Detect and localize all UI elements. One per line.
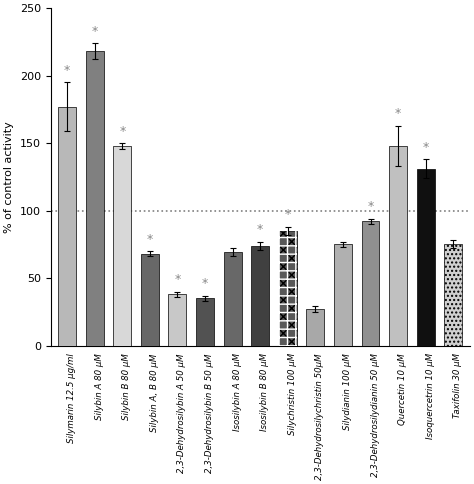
Text: *: * [367, 200, 374, 213]
Bar [362, 221, 380, 346]
Text: *: * [147, 233, 153, 246]
Bar [113, 146, 131, 346]
Text: *: * [202, 277, 208, 290]
Bar [86, 51, 104, 346]
Bar [224, 253, 242, 346]
Bar [444, 244, 462, 346]
Text: *: * [91, 25, 98, 38]
Bar [279, 231, 297, 346]
Bar [168, 294, 186, 346]
Bar [334, 244, 352, 346]
Text: *: * [285, 209, 291, 221]
Y-axis label: % of control activity: % of control activity [4, 121, 14, 233]
Text: *: * [395, 107, 401, 120]
Bar [141, 254, 159, 346]
Bar [58, 106, 76, 346]
Text: *: * [423, 141, 429, 154]
Bar [196, 298, 214, 346]
Text: *: * [174, 273, 181, 286]
Text: *: * [257, 223, 264, 236]
Bar [306, 309, 324, 346]
Bar [251, 246, 269, 346]
Bar [279, 231, 297, 346]
Text: *: * [119, 125, 126, 138]
Text: *: * [64, 64, 70, 77]
Bar [389, 146, 407, 346]
Bar [417, 169, 435, 346]
